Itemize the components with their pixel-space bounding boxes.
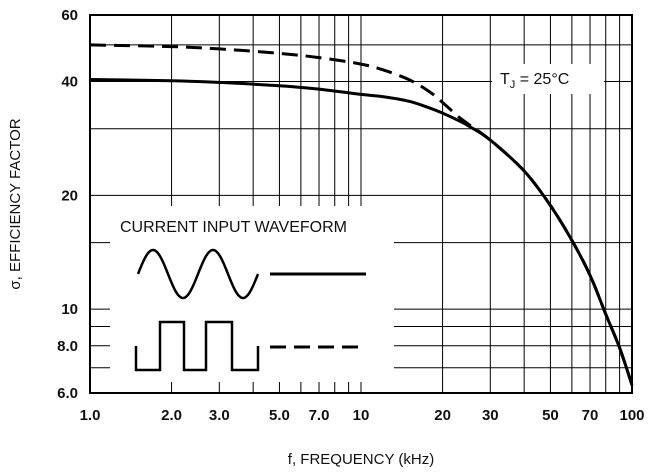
square-waveform-icon: [134, 320, 260, 372]
y-tick-label: 8.0: [57, 338, 78, 355]
series-line-dashed: [89, 43, 634, 386]
x-tick-label: 3.0: [209, 407, 230, 424]
x-tick-label: 50: [542, 407, 559, 424]
annotation-main: T: [500, 71, 510, 88]
x-tick-label: 70: [582, 407, 599, 424]
x-axis-title: f, FREQUENCY (kHz): [288, 451, 434, 468]
x-tick-label: 10: [353, 407, 370, 424]
legend-title: CURRENT INPUT WAVEFORM: [120, 219, 347, 236]
x-tick-label: 2.0: [161, 407, 182, 424]
y-tick-label: 6.0: [57, 385, 78, 402]
legend: CURRENT INPUT WAVEFORM: [120, 219, 366, 372]
x-tick-label: 20: [434, 407, 451, 424]
x-tick-labels: 1.0 2.0 3.0 5.0 7.0 10 20 30 50 70 100: [80, 407, 645, 424]
series-group: [89, 43, 634, 386]
annotation-subscript: J: [510, 79, 516, 91]
legend-panel: [110, 206, 394, 382]
y-tick-labels: 6.0 8.0 10 20 40 60: [57, 7, 78, 402]
x-tick-label: 7.0: [309, 407, 330, 424]
x-tick-label: 5.0: [269, 407, 290, 424]
x-tick-label: 1.0: [80, 407, 101, 424]
sine-waveform-icon: [136, 248, 260, 300]
x-tick-label: 100: [619, 407, 644, 424]
y-axis-title: σ, EFFICIENCY FACTOR: [7, 118, 24, 289]
y-tick-label: 10: [61, 301, 78, 318]
temperature-annotation: TJ = 25°C: [500, 71, 569, 91]
plot-frame: [89, 14, 633, 394]
y-tick-label: 60: [61, 7, 78, 24]
y-tick-label: 20: [61, 187, 78, 204]
y-tick-label: 40: [61, 74, 78, 91]
annotation-rest: = 25°C: [515, 71, 569, 88]
x-tick-label: 30: [482, 407, 499, 424]
annotation-panel: [492, 64, 604, 94]
